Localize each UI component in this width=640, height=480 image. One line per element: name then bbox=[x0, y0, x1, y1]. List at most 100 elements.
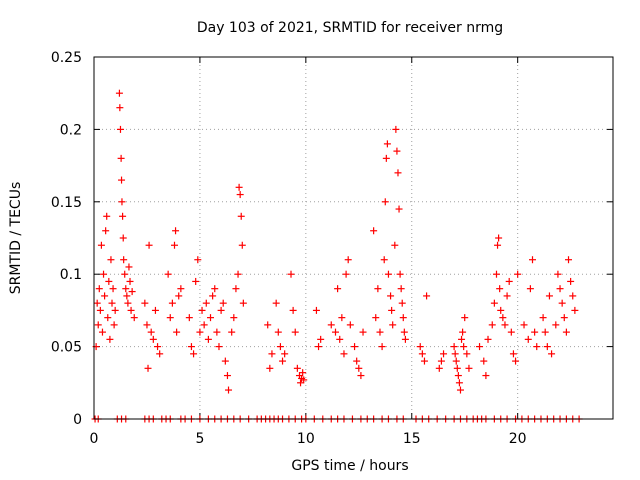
data-point bbox=[177, 285, 185, 293]
data-point bbox=[207, 314, 215, 322]
data-point bbox=[221, 357, 229, 365]
data-point bbox=[524, 335, 532, 343]
data-point bbox=[353, 357, 361, 365]
data-point bbox=[192, 277, 200, 285]
data-point bbox=[465, 364, 473, 372]
data-point bbox=[196, 328, 204, 336]
y-axis-label: SRMTID / TECUs bbox=[8, 182, 24, 295]
data-point bbox=[459, 328, 467, 336]
data-point bbox=[149, 335, 157, 343]
data-point bbox=[374, 285, 382, 293]
data-point bbox=[416, 343, 424, 351]
data-point bbox=[484, 335, 492, 343]
data-point bbox=[463, 350, 471, 358]
data-point bbox=[383, 140, 391, 148]
data-point bbox=[334, 285, 342, 293]
data-point bbox=[289, 306, 297, 314]
data-point bbox=[569, 292, 577, 300]
data-point bbox=[396, 270, 404, 278]
data-point bbox=[279, 357, 287, 365]
data-point bbox=[340, 350, 348, 358]
data-point bbox=[141, 299, 149, 307]
data-point bbox=[376, 328, 384, 336]
data-point bbox=[145, 241, 153, 249]
data-point bbox=[548, 350, 556, 358]
data-point bbox=[317, 335, 325, 343]
data-point bbox=[202, 299, 210, 307]
data-point bbox=[106, 335, 114, 343]
data-point bbox=[545, 292, 553, 300]
data-point bbox=[126, 277, 134, 285]
data-point bbox=[423, 292, 431, 300]
data-point bbox=[98, 328, 106, 336]
data-point bbox=[455, 379, 463, 387]
data-point bbox=[384, 270, 392, 278]
data-point bbox=[156, 350, 164, 358]
data-point bbox=[235, 183, 243, 191]
data-point bbox=[122, 285, 130, 293]
data-point bbox=[490, 299, 498, 307]
data-point bbox=[338, 314, 346, 322]
y-tick-label: 0 bbox=[73, 412, 82, 428]
data-point bbox=[101, 292, 109, 300]
data-point bbox=[143, 321, 151, 329]
data-point bbox=[151, 306, 159, 314]
data-point bbox=[225, 386, 233, 394]
data-point bbox=[346, 321, 354, 329]
data-point bbox=[382, 154, 390, 162]
data-point bbox=[401, 335, 409, 343]
data-point bbox=[395, 205, 403, 213]
data-point bbox=[458, 335, 466, 343]
data-point bbox=[539, 314, 547, 322]
data-point bbox=[567, 277, 575, 285]
data-point bbox=[499, 314, 507, 322]
data-point bbox=[344, 256, 352, 264]
data-point bbox=[494, 241, 502, 249]
data-points bbox=[91, 89, 583, 423]
data-point bbox=[450, 343, 458, 351]
data-point bbox=[93, 299, 101, 307]
data-point bbox=[204, 335, 212, 343]
data-point bbox=[121, 270, 129, 278]
data-point bbox=[327, 321, 335, 329]
data-point bbox=[125, 263, 133, 271]
data-point bbox=[300, 376, 308, 384]
data-point bbox=[281, 350, 289, 358]
data-point bbox=[556, 285, 564, 293]
data-point bbox=[268, 350, 276, 358]
data-point bbox=[94, 321, 102, 329]
data-point bbox=[115, 89, 123, 97]
data-point bbox=[116, 125, 124, 133]
data-point bbox=[276, 343, 284, 351]
data-point bbox=[124, 299, 132, 307]
axis-ticks: 0 0.05 0.1 0.15 0.2 0.25 0 5 10 15 20 bbox=[51, 50, 613, 447]
data-point bbox=[95, 285, 103, 293]
data-point bbox=[236, 191, 244, 199]
data-point bbox=[496, 285, 504, 293]
data-point bbox=[120, 256, 128, 264]
data-point bbox=[440, 350, 448, 358]
data-point bbox=[387, 292, 395, 300]
data-point bbox=[123, 292, 131, 300]
data-point bbox=[274, 328, 282, 336]
data-point bbox=[213, 328, 221, 336]
data-point bbox=[554, 270, 562, 278]
data-point bbox=[359, 328, 367, 336]
data-point bbox=[96, 306, 104, 314]
data-point bbox=[119, 212, 127, 220]
data-point bbox=[194, 256, 202, 264]
data-point bbox=[102, 227, 110, 235]
data-point bbox=[166, 314, 174, 322]
data-point bbox=[331, 328, 339, 336]
x-tick-label: 5 bbox=[195, 431, 204, 447]
data-point bbox=[170, 241, 178, 249]
data-point bbox=[456, 386, 464, 394]
data-point bbox=[398, 299, 406, 307]
data-point bbox=[480, 357, 488, 365]
data-point bbox=[507, 328, 515, 336]
data-point bbox=[293, 364, 301, 372]
data-point bbox=[147, 328, 155, 336]
data-point bbox=[103, 212, 111, 220]
y-tick-label: 0.05 bbox=[51, 340, 82, 356]
data-point bbox=[418, 350, 426, 358]
